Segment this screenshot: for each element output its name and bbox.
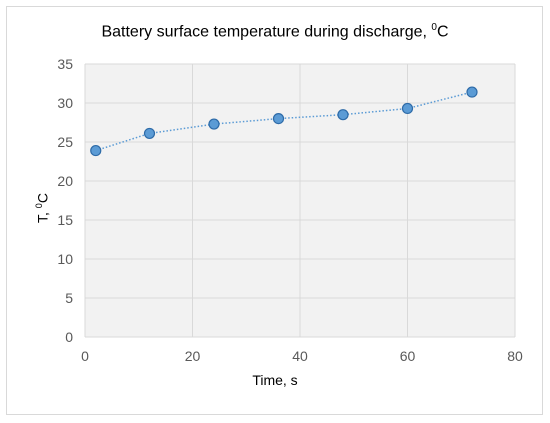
data-point — [90, 144, 102, 157]
data-point — [272, 112, 285, 125]
chart-title-unit: C — [436, 23, 449, 41]
chart-title-degree: 0 — [431, 22, 437, 33]
chart-title-text: Battery surface temperature during disch… — [101, 23, 432, 41]
data-point — [401, 102, 414, 115]
x-tick-label: 80 — [507, 348, 523, 364]
x-axis-title: Time, s — [252, 372, 298, 388]
data-point — [208, 118, 220, 130]
chart-title: Battery surface temperature during disch… — [0, 22, 550, 41]
x-tick-label: 0 — [81, 348, 89, 364]
x-tick-label: 20 — [185, 348, 201, 364]
x-tick-label: 40 — [292, 348, 308, 364]
y-tick-label: 30 — [57, 95, 73, 111]
y-tick-label: 0 — [65, 329, 73, 345]
y-tick-label: 15 — [57, 212, 73, 228]
data-point — [337, 109, 349, 121]
y-tick-label: 20 — [57, 173, 73, 189]
x-tick-label: 60 — [400, 348, 416, 364]
data-point — [466, 86, 478, 98]
y-tick-label: 25 — [57, 134, 73, 150]
y-tick-label: 5 — [65, 290, 73, 306]
y-tick-label: 35 — [57, 56, 73, 72]
data-point — [143, 127, 156, 140]
y-tick-label: 10 — [57, 251, 73, 267]
